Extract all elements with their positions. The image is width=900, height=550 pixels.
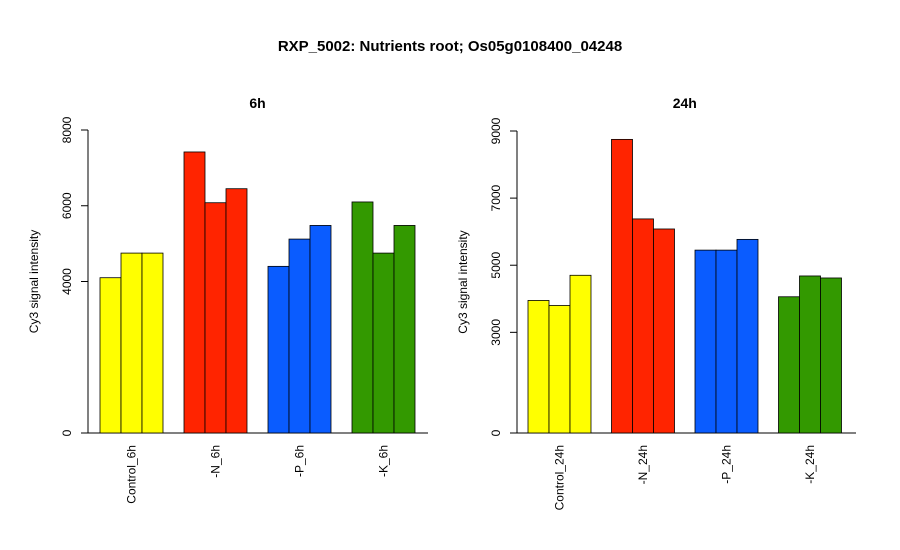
- y-tick-label-0-1: 4000: [60, 268, 74, 295]
- bar-1-3-1: [799, 275, 821, 434]
- y-tick-label-0-0: 0: [60, 429, 74, 436]
- y-tick-label-1-0: 0: [489, 429, 503, 436]
- bar-1-0-0: [527, 300, 550, 434]
- bar-1-2-0: [694, 249, 717, 434]
- x-category-label-0-0: Control_6h: [125, 445, 139, 504]
- bar-0-2-0: [267, 265, 290, 434]
- x-category-label-1-3: -K_24h: [803, 445, 817, 484]
- y-axis-label-1: Cy3 signal intensity: [456, 230, 470, 333]
- bar-0-1-1: [204, 202, 227, 434]
- bar-0-2-2: [309, 225, 332, 434]
- bar-0-0-0: [99, 277, 122, 434]
- y-tick-label-1-3: 7000: [489, 184, 503, 211]
- y-tick-label-0-3: 8000: [60, 116, 74, 143]
- bar-1-2-1: [715, 249, 738, 434]
- bar-1-1-2: [653, 228, 675, 434]
- bar-0-0-2: [141, 252, 164, 434]
- bar-0-2-1: [288, 238, 311, 434]
- y-tick-label-1-4: 9000: [489, 117, 503, 144]
- y-axis-label-0: Cy3 signal intensity: [27, 230, 41, 333]
- bar-0-3-1: [372, 252, 395, 434]
- bar-1-3-0: [778, 296, 800, 434]
- panel-title-1: 24h: [673, 95, 697, 111]
- x-category-label-0-2: -P_6h: [293, 445, 307, 477]
- x-category-label-0-1: -N_6h: [209, 445, 223, 478]
- bar-1-0-2: [569, 274, 592, 434]
- bar-1-0-1: [548, 305, 571, 434]
- panel-title-0: 6h: [249, 95, 265, 111]
- bar-1-1-0: [611, 138, 633, 434]
- y-tick-label-1-2: 5000: [489, 252, 503, 279]
- y-tick-label-0-2: 6000: [60, 192, 74, 219]
- x-category-label-1-2: -P_24h: [720, 445, 734, 484]
- chart-main-title: RXP_5002: Nutrients root; Os05g0108400_0…: [277, 38, 623, 55]
- bar-0-0-1: [120, 252, 143, 434]
- bar-0-1-0: [183, 151, 206, 434]
- bar-0-3-2: [393, 225, 416, 434]
- bar-1-2-2: [736, 238, 759, 434]
- bar-0-1-2: [225, 188, 248, 434]
- bar-0-3-0: [351, 201, 374, 434]
- bar-1-1-1: [632, 218, 654, 434]
- x-category-label-1-0: Control_24h: [553, 445, 567, 510]
- bar-1-3-2: [820, 277, 842, 434]
- x-category-label-1-1: -N_24h: [636, 445, 650, 484]
- y-tick-label-1-1: 3000: [489, 319, 503, 346]
- x-category-label-0-3: -K_6h: [377, 445, 391, 477]
